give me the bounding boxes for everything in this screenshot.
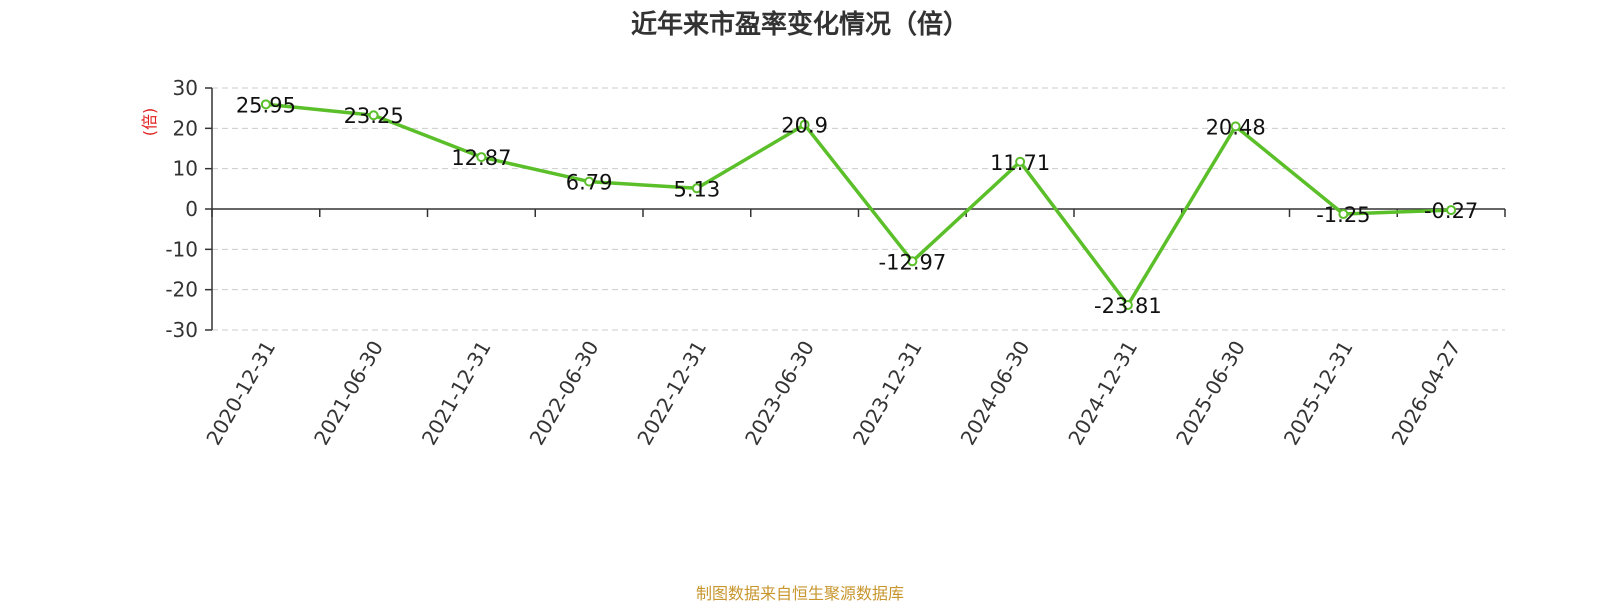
x-tick-label: 2026-04-27: [1387, 337, 1466, 450]
chart-title: 近年来市盈率变化情况（倍）: [630, 10, 969, 40]
data-point: [1015, 156, 1026, 167]
x-tick-labels: 2020-12-31 2021-06-30 2021-12-31 2022-06-30…: [201, 337, 1465, 450]
data-label: -12.97: [879, 250, 947, 274]
x-tick-label: 2025-12-31: [1279, 337, 1358, 450]
data-point: [1338, 209, 1349, 220]
data-label: 25.95: [236, 93, 296, 117]
data-label: 23.25: [344, 104, 404, 128]
y-tick-label: -30: [165, 318, 198, 342]
x-tick-label: 2024-06-30: [956, 337, 1035, 450]
x-tick-label: 2021-12-31: [417, 337, 496, 450]
source-note: 制图数据来自恒生聚源数据库: [695, 584, 904, 603]
data-label: -1.25: [1316, 203, 1370, 227]
y-tick-label: -10: [165, 237, 198, 261]
x-tick-label: 2023-12-31: [848, 337, 927, 450]
data-point: [584, 176, 595, 187]
data-label: 6.79: [566, 171, 613, 195]
x-tick-label: 2022-06-30: [525, 337, 604, 450]
x-tick-label: 2024-12-31: [1063, 337, 1142, 450]
data-point: [476, 152, 487, 163]
x-tick-label: 2021-06-30: [309, 337, 388, 450]
data-point: [691, 183, 702, 194]
data-point: [799, 119, 810, 130]
data-label: 5.13: [673, 177, 720, 201]
series-line-group: [265, 102, 1452, 307]
y-tick-labels: 30 20 10 0 -10 -20 -30: [165, 76, 198, 342]
data-label: -23.81: [1094, 294, 1162, 318]
data-labels: 25.95 23.25 12.87 6.79 5.13 20.9 -12.97 11.71 -2…: [236, 93, 1478, 318]
axes: [205, 87, 1506, 331]
y-tick-label: -20: [165, 278, 198, 302]
y-tick-label: 0: [185, 197, 198, 221]
x-tick-label: 2025-06-30: [1171, 337, 1250, 450]
data-point: [907, 256, 918, 267]
y-tick-label: 10: [173, 157, 198, 181]
x-tick-label: 2022-12-31: [632, 337, 711, 450]
data-label: -0.27: [1424, 199, 1478, 223]
grid-lines: [212, 87, 1505, 331]
data-point: [1446, 205, 1457, 216]
y-axis-label: (倍): [140, 108, 159, 137]
data-point: [1122, 300, 1133, 311]
x-tick-label: 2023-06-30: [740, 337, 819, 450]
x-tick-label: 2020-12-31: [201, 337, 280, 450]
y-tick-label: 20: [173, 116, 198, 140]
series-line: [265, 102, 1452, 307]
data-point: [1230, 121, 1241, 132]
y-tick-label: 30: [173, 76, 198, 100]
data-label: 12.87: [451, 146, 511, 170]
data-label: 20.48: [1206, 115, 1266, 139]
data-points: [260, 99, 1457, 311]
data-point: [368, 110, 379, 121]
data-label: 11.71: [990, 151, 1050, 175]
data-point: [260, 99, 271, 110]
data-label: 20.9: [781, 114, 828, 138]
